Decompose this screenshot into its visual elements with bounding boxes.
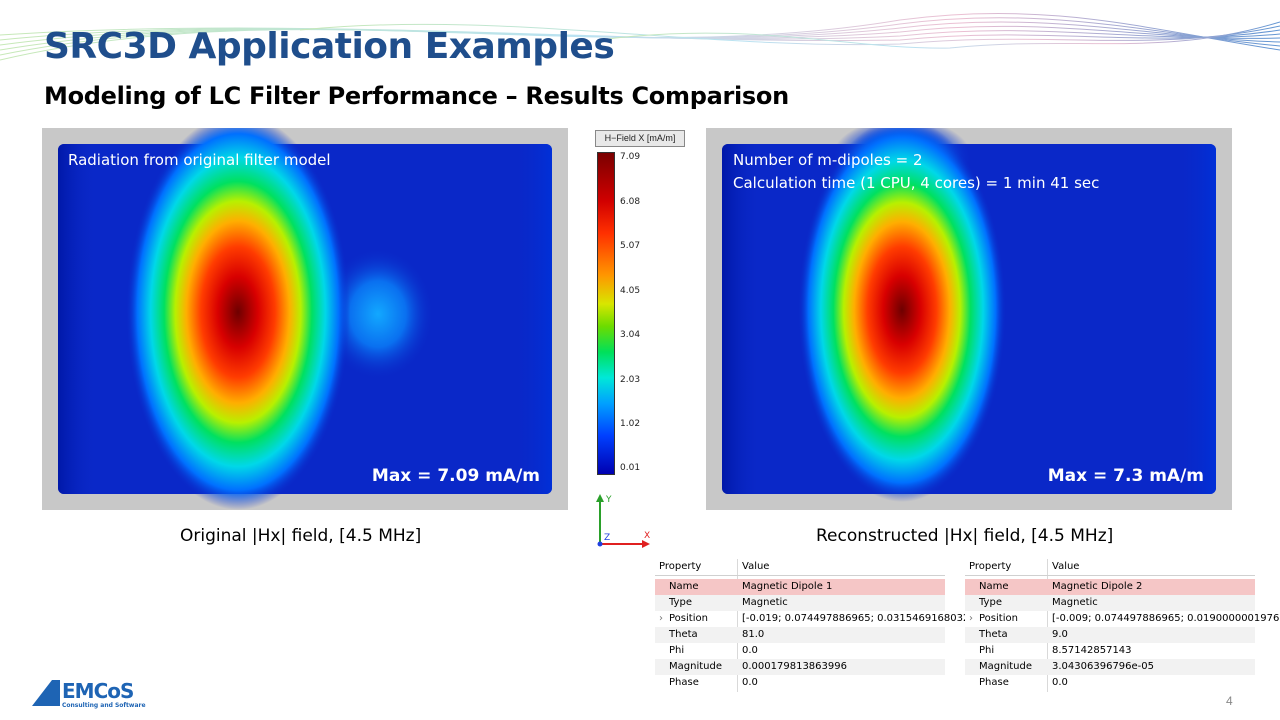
colorbar-tick: 1.02 (620, 419, 641, 429)
property-value: Magnetic Dipole 2 (1052, 581, 1143, 592)
property-name: Phase (979, 677, 1009, 688)
table-row[interactable]: Phase 0.0 (965, 675, 1255, 691)
colorbar-tick: 2.03 (620, 375, 641, 385)
property-name: Theta (669, 629, 698, 640)
property-value: 8.57142857143 (1052, 645, 1132, 656)
property-value: 3.04306396796e-05 (1052, 661, 1155, 672)
table-row[interactable]: Magnitude 3.04306396796e-05 (965, 659, 1255, 675)
original-plot-note: Radiation from original filter model (68, 151, 331, 169)
property-value: Magnetic (1052, 597, 1098, 608)
original-field-caption: Original |Hx| field, [4.5 MHz] (180, 526, 422, 546)
property-value: Magnetic (742, 597, 788, 608)
property-value: 0.0 (742, 677, 758, 688)
axis-z-label: Z (604, 533, 610, 543)
table-row[interactable]: Type Magnetic (965, 595, 1255, 611)
property-value: 9.0 (1052, 629, 1068, 640)
table-row[interactable]: Type Magnetic (655, 595, 945, 611)
colorbar-tick: 7.09 (620, 152, 641, 162)
property-name: Position (979, 613, 1018, 624)
property-name: Theta (979, 629, 1008, 640)
reconstructed-plot-note-line1: Number of m-dipoles = 2 (733, 151, 923, 169)
property-value: Magnetic Dipole 1 (742, 581, 833, 592)
header-property: Property (969, 561, 1012, 572)
property-name: Name (669, 581, 699, 592)
column-divider (737, 559, 738, 692)
table-row[interactable]: Name Magnetic Dipole 1 (655, 579, 945, 595)
property-name: Name (979, 581, 1009, 592)
table-row[interactable]: Magnitude 0.000179813863996 (655, 659, 945, 675)
property-name: Phase (669, 677, 699, 688)
property-name: Phi (979, 645, 995, 656)
property-value: 81.0 (742, 629, 765, 640)
logo-text: EMCoS (62, 679, 133, 703)
page-number: 4 (1226, 694, 1233, 708)
table-header: Property Value (655, 559, 945, 576)
property-value: 0.0 (742, 645, 758, 656)
property-name: Type (669, 597, 692, 608)
reconstructed-plot-note-line2: Calculation time (1 CPU, 4 cores) = 1 mi… (733, 174, 1100, 192)
colorbar-tick: 5.07 (620, 241, 641, 251)
dipole-1-property-table: Property Value Name Magnetic Dipole 1 Ty… (655, 559, 973, 693)
property-value: [-0.009; 0.074497886965; 0.0190000001976… (1052, 613, 1280, 624)
emcos-logo: EMCoS Consulting and Software (32, 679, 146, 709)
header-value: Value (742, 561, 770, 572)
table-row[interactable]: Phase 0.0 (655, 675, 945, 691)
dipole-2-property-table: Property Value Name Magnetic Dipole 2 Ty… (965, 559, 1280, 693)
property-value: [-0.019; 0.074497886965; 0.0315469168032… (742, 613, 974, 624)
colorbar-title: H−Field X [mA/m] (595, 130, 685, 147)
reconstructed-field-heatmap (722, 128, 1216, 502)
slide-title: SRC3D Application Examples (44, 26, 615, 67)
property-name: Phi (669, 645, 685, 656)
axes-triad-icon: Y Z X (596, 494, 650, 548)
original-max-label: Max = 7.09 mA/m (371, 466, 540, 486)
expand-chevron-icon[interactable]: › (969, 613, 973, 624)
colorbar-tick: 0.01 (620, 463, 641, 473)
property-value: 0.000179813863996 (742, 661, 847, 672)
property-name: Position (669, 613, 708, 624)
table-row[interactable]: › Position [-0.019; 0.074497886965; 0.03… (655, 611, 973, 627)
column-divider (1047, 559, 1048, 692)
colorbar-tick: 4.05 (620, 286, 641, 296)
table-row[interactable]: › Position [-0.009; 0.074497886965; 0.01… (965, 611, 1280, 627)
reconstructed-field-caption: Reconstructed |Hx| field, [4.5 MHz] (816, 526, 1114, 546)
colorbar (597, 152, 615, 475)
reconstructed-field-plot: Number of m-dipoles = 2 Calculation time… (706, 128, 1232, 510)
original-field-plot: Radiation from original filter model Max… (42, 128, 568, 510)
axis-x-label: X (644, 531, 650, 541)
table-row[interactable]: Phi 8.57142857143 (965, 643, 1255, 659)
colorbar-tick: 3.04 (620, 330, 641, 340)
header-property: Property (659, 561, 702, 572)
table-row[interactable]: Theta 9.0 (965, 627, 1255, 643)
colorbar-tick: 6.08 (620, 197, 641, 207)
logo-tagline: Consulting and Software (62, 702, 146, 709)
property-name: Type (979, 597, 1002, 608)
slide-subtitle: Modeling of LC Filter Performance – Resu… (44, 82, 789, 110)
table-row[interactable]: Phi 0.0 (655, 643, 945, 659)
property-name: Magnitude (669, 661, 722, 672)
header-value: Value (1052, 561, 1080, 572)
table-row[interactable]: Theta 81.0 (655, 627, 945, 643)
expand-chevron-icon[interactable]: › (659, 613, 663, 624)
table-header: Property Value (965, 559, 1255, 576)
property-name: Magnitude (979, 661, 1032, 672)
header-wave-decoration (0, 12, 1280, 61)
axis-y-label: Y (605, 495, 612, 505)
table-row[interactable]: Name Magnetic Dipole 2 (965, 579, 1255, 595)
property-value: 0.0 (1052, 677, 1068, 688)
reconstructed-max-label: Max = 7.3 mA/m (1047, 466, 1204, 486)
original-field-heatmap (58, 128, 552, 510)
